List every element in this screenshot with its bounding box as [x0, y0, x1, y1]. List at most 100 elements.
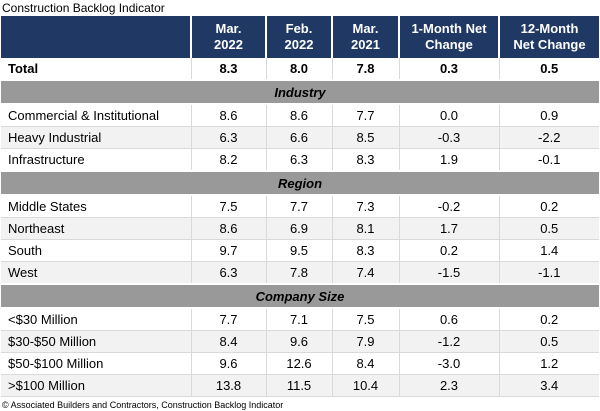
row-label: Total [8, 61, 39, 76]
cell-value: 7.8 [331, 58, 399, 80]
row-label: $50-$100 Million [1, 352, 191, 375]
cell-value: -1.1 [498, 261, 599, 284]
row-label: Middle States [1, 194, 191, 218]
section-header: Region [1, 170, 599, 196]
column-header-4: 1-Month Net Change [398, 16, 499, 58]
cell-value: 8.6 [190, 217, 266, 240]
cell-value: 2.3 [398, 374, 499, 397]
cell-value: 0.2 [398, 239, 499, 262]
row-label: Infrastructure [1, 148, 191, 171]
cell-value: 6.3 [190, 126, 266, 149]
table-row: Infrastructure 8.2 6.3 8.3 1.9 -0.1 [1, 148, 599, 171]
backlog-table: Mar. 2022 Feb. 2022 Mar. 2021 1-Month Net C… [1, 16, 599, 397]
cell-value: -3.0 [398, 352, 499, 375]
page-title: Construction Backlog Indicator [2, 1, 165, 15]
row-label: Northeast [1, 217, 191, 240]
header-row: Mar. 2022 Feb. 2022 Mar. 2021 1-Month Net C… [1, 16, 599, 58]
table-row: Heavy Industrial 6.3 6.6 8.5 -0.3 -2.2 [1, 126, 599, 149]
section-header: Company Size [1, 283, 599, 309]
cell-value: -2.2 [498, 126, 599, 149]
cell-value: 0.9 [498, 103, 599, 127]
cell-value: 8.4 [190, 330, 266, 353]
cell-value: 8.2 [190, 148, 266, 171]
cell-value: 8.1 [331, 217, 399, 240]
cell-value: -1.5 [398, 261, 499, 284]
table-body: Total 8.3 8.0 7.8 0.3 0.5 Industry Commercial &… [1, 58, 599, 397]
cell-value: 7.4 [331, 261, 399, 284]
table-row: West 6.3 7.8 7.4 -1.5 -1.1 [1, 261, 599, 284]
cell-value: 10.4 [331, 374, 399, 397]
cell-value: 11.5 [265, 374, 332, 397]
cell-value: 6.9 [265, 217, 332, 240]
cell-value: 6.6 [265, 126, 332, 149]
cell-value: 9.6 [265, 330, 332, 353]
total-row: Total 8.3 8.0 7.8 0.3 0.5 [1, 58, 599, 80]
table-row: Middle States 7.5 7.7 7.3 -0.2 0.2 [1, 194, 599, 218]
cell-value: 1.4 [498, 239, 599, 262]
cell-value: 8.3 [331, 148, 399, 171]
column-header-3: Mar. 2021 [331, 16, 399, 58]
header-corner-cell [1, 16, 191, 58]
section-row: Region [1, 170, 599, 196]
cell-value: 1.7 [398, 217, 499, 240]
cell-value: 8.6 [190, 103, 266, 127]
row-label: $30-$50 Million [1, 330, 191, 353]
table-header: Mar. 2022 Feb. 2022 Mar. 2021 1-Month Net C… [1, 16, 599, 58]
table-row: <$30 Million 7.7 7.1 7.5 0.6 0.2 [1, 307, 599, 331]
cell-value: 12.6 [265, 352, 332, 375]
cell-value: 8.6 [265, 103, 332, 127]
source-note: © Associated Builders and Contractors, C… [2, 400, 284, 410]
cell-value: 7.1 [265, 307, 332, 331]
row-label: >$100 Million [1, 374, 191, 397]
row-label: West [1, 261, 191, 284]
cell-value: 0.6 [398, 307, 499, 331]
cell-value: 7.9 [331, 330, 399, 353]
table-row: >$100 Million 13.8 11.5 10.4 2.3 3.4 [1, 374, 599, 397]
section-row: Company Size [1, 283, 599, 309]
cell-value: 8.3 [190, 58, 266, 80]
column-header-5: 12-Month Net Change [498, 16, 599, 58]
cell-value: 7.7 [265, 194, 332, 218]
cell-value: -0.2 [398, 194, 499, 218]
cell-value: 0.2 [498, 194, 599, 218]
cell-value: -1.2 [398, 330, 499, 353]
cell-value: 7.3 [331, 194, 399, 218]
row-label: South [1, 239, 191, 262]
cell-value: 9.5 [265, 239, 332, 262]
cell-value: 8.0 [265, 58, 332, 80]
table-row: $30-$50 Million 8.4 9.6 7.9 -1.2 0.5 [1, 330, 599, 353]
cell-value: 7.8 [265, 261, 332, 284]
table-row: Commercial & Institutional 8.6 8.6 7.7 0.0 0.… [1, 103, 599, 127]
cell-value: 1.2 [498, 352, 599, 375]
cell-value: 7.7 [331, 103, 399, 127]
cell-value: 8.4 [331, 352, 399, 375]
section-row: Industry [1, 79, 599, 105]
table-row: Northeast 8.6 6.9 8.1 1.7 0.5 [1, 217, 599, 240]
table-row: $50-$100 Million 9.6 12.6 8.4 -3.0 1.2 [1, 352, 599, 375]
cell-value: 7.5 [331, 307, 399, 331]
cell-value: 7.5 [190, 194, 266, 218]
cell-value: 6.3 [265, 148, 332, 171]
table-row: South 9.7 9.5 8.3 0.2 1.4 [1, 239, 599, 262]
cell-value: 0.5 [498, 58, 599, 80]
cell-value: 6.3 [190, 261, 266, 284]
cell-value: -0.1 [498, 148, 599, 171]
cell-value: 0.3 [398, 58, 499, 80]
cell-value: 0.0 [398, 103, 499, 127]
cell-value: 0.2 [498, 307, 599, 331]
cell-value: 1.9 [398, 148, 499, 171]
cell-value: 8.5 [331, 126, 399, 149]
column-header-2: Feb. 2022 [265, 16, 332, 58]
column-header-1: Mar. 2022 [190, 16, 266, 58]
cell-value: -0.3 [398, 126, 499, 149]
cell-value: 0.5 [498, 217, 599, 240]
cell-value: 7.7 [190, 307, 266, 331]
cell-value: 13.8 [190, 374, 266, 397]
cell-value: 0.5 [498, 330, 599, 353]
cell-value: 9.7 [190, 239, 266, 262]
row-label: Commercial & Institutional [1, 103, 191, 127]
row-label: Heavy Industrial [1, 126, 191, 149]
section-header: Industry [1, 79, 599, 105]
cell-value: 8.3 [331, 239, 399, 262]
